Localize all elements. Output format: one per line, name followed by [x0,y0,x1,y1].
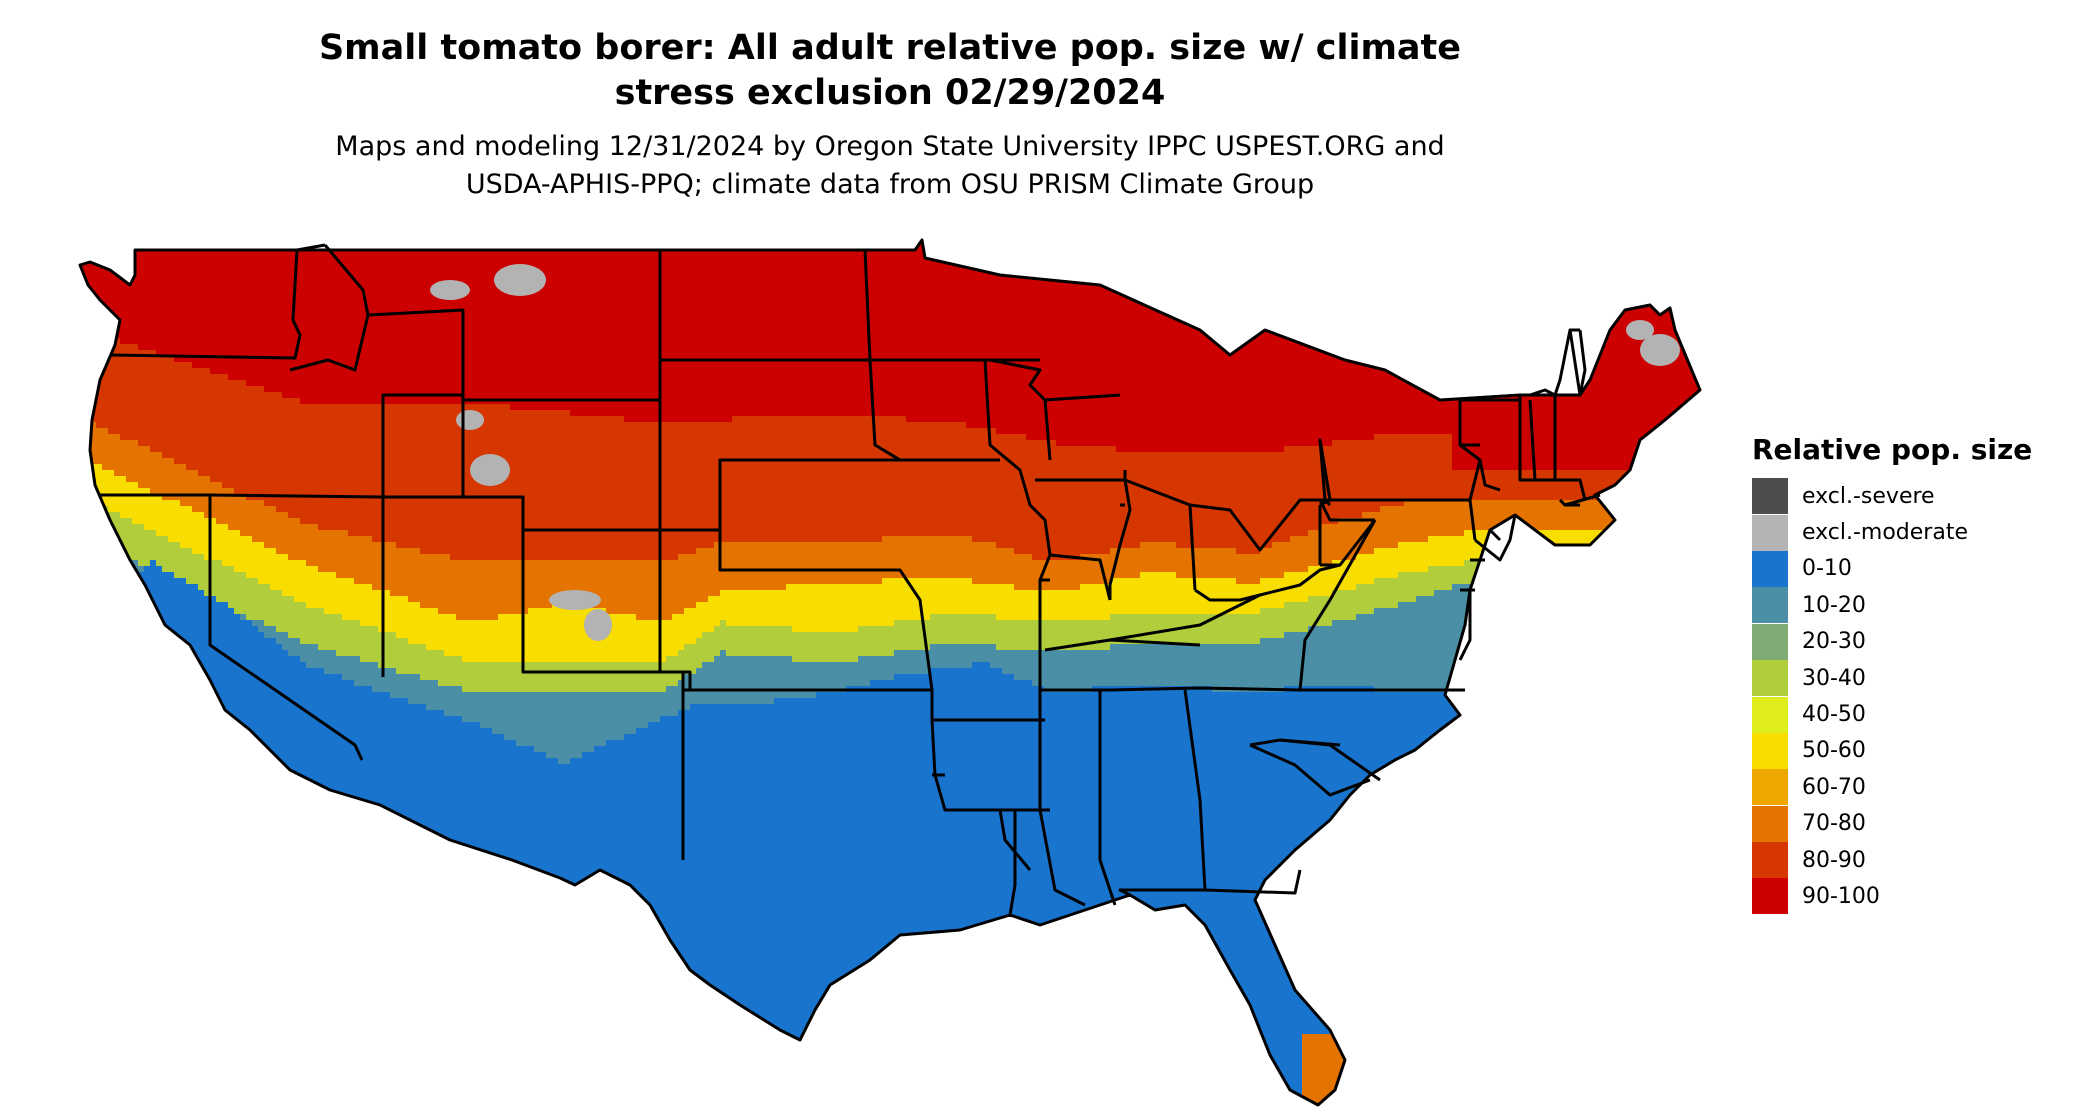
exclusion-patch [470,454,510,486]
legend-items: excl.-severe excl.-moderate 0-10 10-20 20-30… [1752,478,2082,915]
exclusion-patch [549,590,601,610]
heat-map [60,230,1723,1113]
legend-swatch [1752,697,1788,733]
legend: Relative pop. size excl.-severe excl.-mod… [1752,432,2082,915]
legend-item: 90-100 [1752,878,2082,914]
legend-swatch [1752,733,1788,769]
legend-label: 70-80 [1802,811,1866,836]
legend-swatch [1752,587,1788,623]
legend-swatch [1752,624,1788,660]
legend-item: 30-40 [1752,660,2082,696]
exclusion-patch [1640,334,1680,366]
exclusion-patch [584,609,612,641]
legend-label: 10-20 [1802,593,1866,618]
exclusion-patch [494,264,546,296]
legend-label: 0-10 [1802,556,1852,581]
legend-label: excl.-moderate [1802,520,1968,545]
legend-item: 40-50 [1752,696,2082,732]
legend-item: 70-80 [1752,806,2082,842]
exclusion-patch [456,410,484,430]
legend-swatch [1752,769,1788,805]
legend-swatch [1752,515,1788,551]
legend-item: excl.-moderate [1752,514,2082,550]
legend-label: 20-30 [1802,629,1866,654]
legend-swatch [1752,551,1788,587]
legend-item: 10-20 [1752,587,2082,623]
legend-swatch [1752,878,1788,914]
legend-item: 50-60 [1752,733,2082,769]
legend-title: Relative pop. size [1752,432,2082,468]
legend-label: 80-90 [1802,848,1866,873]
legend-label: 50-60 [1802,738,1866,763]
legend-label: 90-100 [1802,884,1880,909]
legend-swatch [1752,842,1788,878]
legend-swatch [1752,806,1788,842]
legend-swatch [1752,478,1788,514]
legend-item: 20-30 [1752,624,2082,660]
legend-label: 60-70 [1802,775,1866,800]
legend-label: excl.-severe [1802,484,1935,509]
legend-item: excl.-severe [1752,478,2082,514]
legend-item: 80-90 [1752,842,2082,878]
legend-item: 0-10 [1752,551,2082,587]
legend-swatch [1752,660,1788,696]
exclusion-patch [430,280,470,300]
legend-label: 40-50 [1802,702,1866,727]
legend-label: 30-40 [1802,666,1866,691]
legend-item: 60-70 [1752,769,2082,805]
